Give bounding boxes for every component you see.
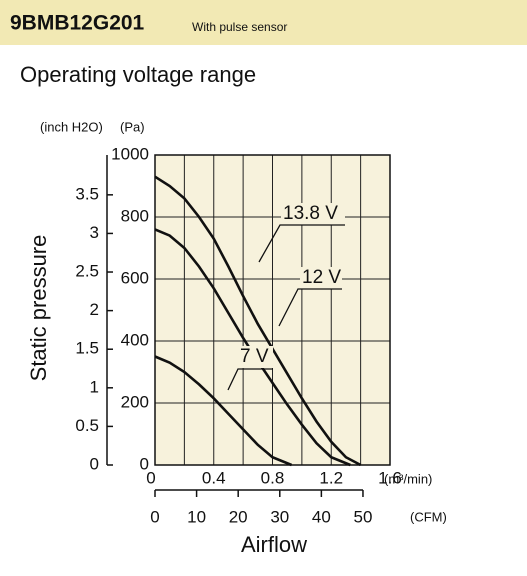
y2-unit: (inch H2O) xyxy=(40,119,103,134)
y2-tick-label: 3.5 xyxy=(75,184,99,203)
y-tick-label: 800 xyxy=(121,206,149,225)
leader-line xyxy=(258,224,345,263)
x-tick-label: 0.4 xyxy=(202,468,226,487)
x-tick-label: 1.6 xyxy=(378,468,402,487)
y2-tick-label: 2 xyxy=(90,300,99,319)
y2-tick-label: 3 xyxy=(90,223,99,242)
x2-tick-label: 20 xyxy=(229,507,248,526)
y2-tick-label: 2.5 xyxy=(75,262,99,281)
y-tick-label: 0 xyxy=(140,454,149,473)
model-note: With pulse sensor xyxy=(192,20,287,34)
x2-tick-label: 30 xyxy=(270,507,289,526)
y-unit: (Pa) xyxy=(120,119,145,134)
y2-tick-label: 1.5 xyxy=(75,339,99,358)
curve xyxy=(154,175,362,467)
legend-label: 13.8 V xyxy=(283,203,338,224)
label-bg xyxy=(281,203,345,225)
y-tick-label: 400 xyxy=(121,330,149,349)
x2-tick-label: 50 xyxy=(354,507,373,526)
x2-tick-label: 10 xyxy=(187,507,206,526)
x2-tick-label: 0 xyxy=(150,507,159,526)
y2-tick-label: 0.5 xyxy=(75,416,99,435)
y-tick-label: 600 xyxy=(121,268,149,287)
y-axis-label: Static pressure xyxy=(26,235,51,382)
header-band xyxy=(0,0,527,45)
label-bg xyxy=(238,346,273,368)
label-bg xyxy=(300,267,342,289)
y2-tick-label: 0 xyxy=(90,454,99,473)
leader-line xyxy=(227,368,273,391)
x2-unit: (CFM) xyxy=(410,509,447,524)
plot-frame xyxy=(154,154,391,466)
y2-tick-label: 1 xyxy=(90,377,99,396)
x-tick-label: 0.8 xyxy=(261,468,285,487)
x-tick-label: 1.2 xyxy=(319,468,343,487)
model: 9BMB12G201 xyxy=(10,12,145,35)
x-unit: (m³/min) xyxy=(384,471,432,486)
y-tick-label: 200 xyxy=(121,392,149,411)
leader-line xyxy=(278,288,342,327)
legend-label: 12 V xyxy=(302,267,341,288)
chart-title: Operating voltage range xyxy=(20,62,256,87)
y-tick-label: 1000 xyxy=(111,144,149,163)
x-axis-label: Airflow xyxy=(241,532,307,557)
x-tick-label: 0 xyxy=(146,468,155,487)
curve xyxy=(154,355,293,467)
legend-label: 7 V xyxy=(240,346,269,367)
x2-tick-label: 40 xyxy=(312,507,331,526)
